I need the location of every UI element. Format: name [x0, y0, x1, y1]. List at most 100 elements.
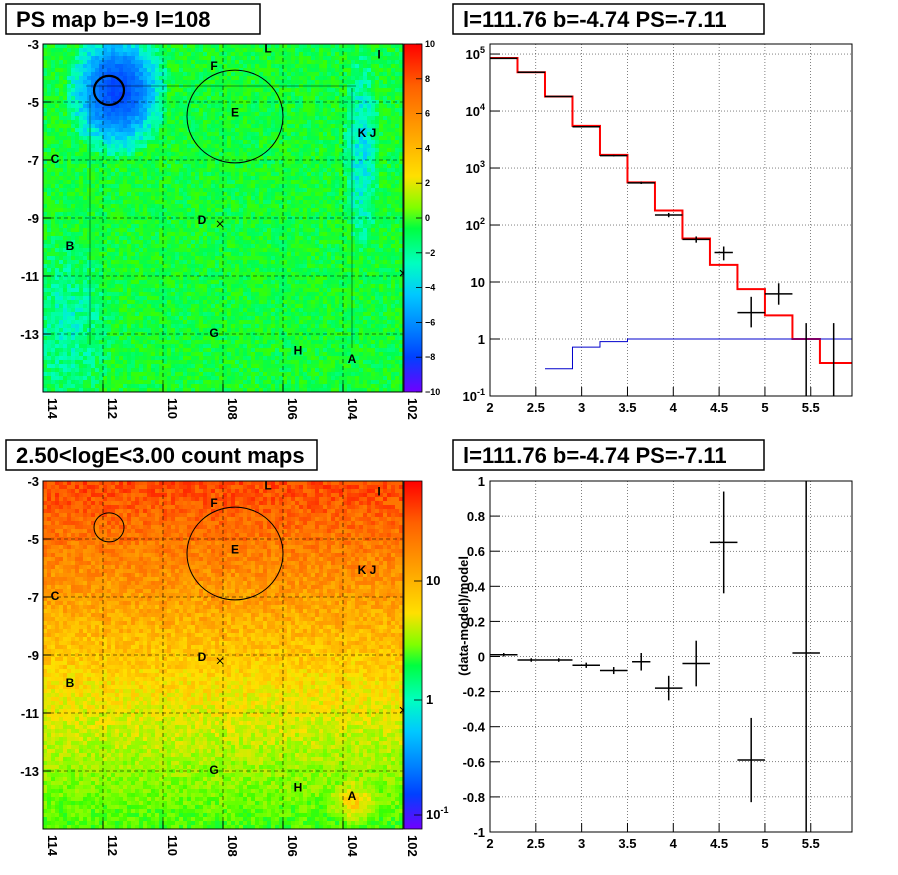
heat-cell	[191, 144, 195, 148]
heat-cell	[383, 208, 387, 212]
heat-cell	[63, 48, 67, 52]
heat-cell	[331, 44, 335, 48]
heat-cell	[383, 84, 387, 88]
heat-cell	[339, 108, 343, 112]
heat-cell	[167, 124, 171, 128]
heat-cell	[99, 60, 103, 64]
heat-cell	[131, 68, 135, 72]
heat-cell	[175, 208, 179, 212]
heat-cell	[371, 60, 375, 64]
heat-cell	[375, 168, 379, 172]
heat-cell	[383, 128, 387, 132]
heat-cell	[47, 108, 51, 112]
heat-cell	[243, 104, 247, 108]
heat-cell	[379, 148, 383, 152]
heat-cell	[183, 92, 187, 96]
heat-cell	[339, 164, 343, 168]
heat-cell	[267, 96, 271, 100]
heat-cell	[279, 56, 283, 60]
heat-cell	[339, 192, 343, 196]
heat-cell	[235, 200, 239, 204]
heat-cell	[395, 88, 399, 92]
heat-cell	[383, 140, 387, 144]
heat-cell	[163, 236, 167, 240]
heat-cell	[263, 156, 267, 160]
heat-cell	[171, 160, 175, 164]
heat-cell	[391, 116, 395, 120]
heat-cell	[79, 76, 83, 80]
heat-cell	[103, 96, 107, 100]
heat-cell	[147, 236, 151, 240]
heat-cell	[323, 244, 327, 248]
heat-cell	[207, 188, 211, 192]
heat-cell	[255, 60, 259, 64]
heat-cell	[291, 232, 295, 236]
heat-cell	[239, 208, 243, 212]
heat-cell	[255, 244, 259, 248]
heat-cell	[383, 80, 387, 84]
heat-cell	[55, 260, 59, 264]
heat-cell	[231, 196, 235, 200]
heat-cell	[147, 88, 151, 92]
heat-cell	[55, 180, 59, 184]
heat-cell	[227, 144, 231, 148]
heat-cell	[63, 228, 67, 232]
heat-cell	[259, 52, 263, 56]
heat-cell	[235, 172, 239, 176]
heat-cell	[79, 212, 83, 216]
heat-cell	[227, 220, 231, 224]
heat-cell	[275, 72, 279, 76]
heat-cell	[91, 200, 95, 204]
heat-cell	[191, 196, 195, 200]
heat-cell	[363, 164, 367, 168]
heat-cell	[243, 224, 247, 228]
heat-cell	[295, 184, 299, 188]
heat-cell	[239, 148, 243, 152]
heat-cell	[71, 136, 75, 140]
heat-cell	[235, 224, 239, 228]
heat-cell	[375, 236, 379, 240]
heat-cell	[319, 136, 323, 140]
heat-cell	[47, 60, 51, 64]
heat-cell	[283, 240, 287, 244]
heat-cell	[343, 196, 347, 200]
heat-cell	[71, 200, 75, 204]
heat-cell	[91, 48, 95, 52]
heat-cell	[215, 208, 219, 212]
heat-cell	[103, 148, 107, 152]
heat-cell	[291, 168, 295, 172]
heat-cell	[159, 224, 163, 228]
heat-cell	[115, 68, 119, 72]
heat-cell	[51, 52, 55, 56]
heat-cell	[231, 232, 235, 236]
heat-cell	[391, 92, 395, 96]
heat-cell	[195, 160, 199, 164]
heat-cell	[103, 160, 107, 164]
heat-cell	[307, 88, 311, 92]
heat-cell	[143, 168, 147, 172]
heat-cell	[255, 212, 259, 216]
heat-cell	[67, 180, 71, 184]
heat-cell	[331, 252, 335, 256]
heat-cell	[387, 180, 391, 184]
heat-cell	[75, 228, 79, 232]
heat-cell	[91, 60, 95, 64]
heat-cell	[99, 236, 103, 240]
heat-cell	[315, 52, 319, 56]
heat-cell	[347, 68, 351, 72]
heat-cell	[231, 244, 235, 248]
heat-cell	[363, 236, 367, 240]
heat-cell	[259, 124, 263, 128]
heat-cell	[207, 200, 211, 204]
heat-cell	[91, 244, 95, 248]
heat-cell	[99, 264, 103, 268]
heat-cell	[143, 220, 147, 224]
heat-cell	[251, 212, 255, 216]
heat-cell	[151, 252, 155, 256]
heat-cell	[327, 152, 331, 156]
heat-cell	[87, 92, 91, 96]
heat-cell	[263, 204, 267, 208]
heat-cell	[295, 228, 299, 232]
heat-cell	[179, 232, 183, 236]
heat-cell	[239, 48, 243, 52]
